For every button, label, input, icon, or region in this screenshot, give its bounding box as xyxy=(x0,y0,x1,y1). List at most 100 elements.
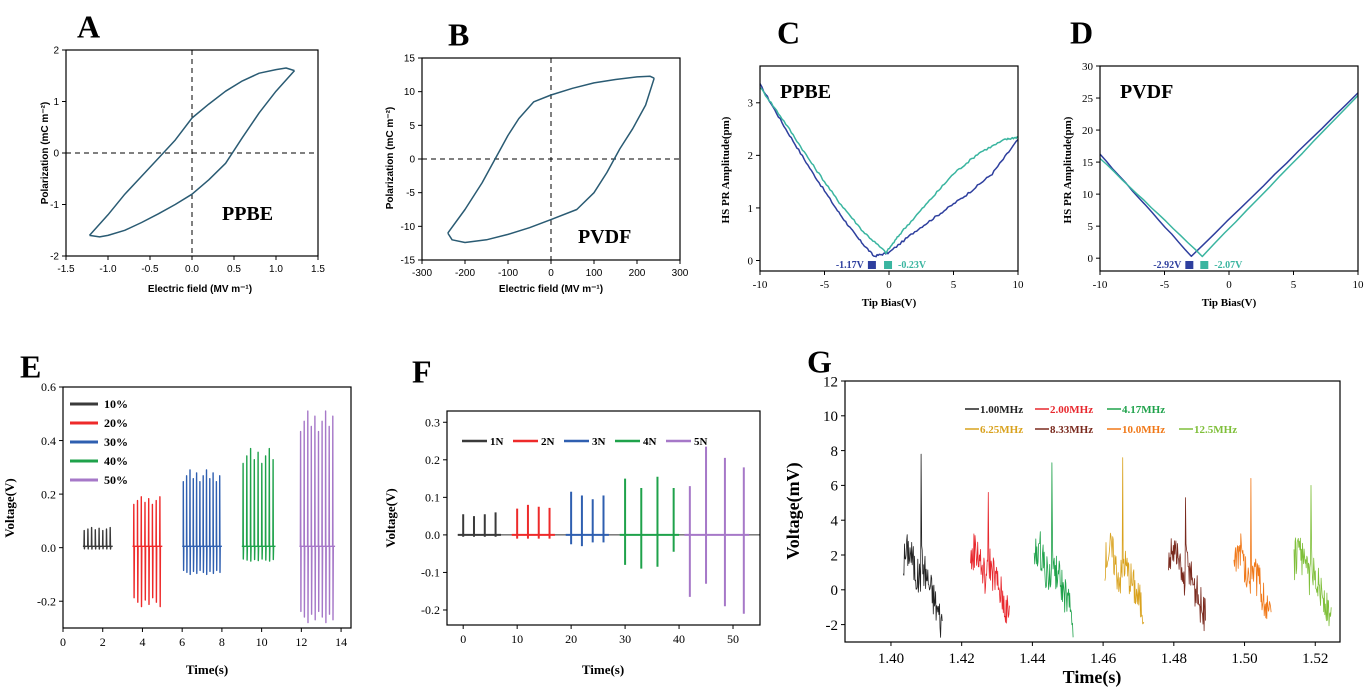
legend-label: 3N xyxy=(592,436,606,448)
y-tick-label: 25 xyxy=(1082,93,1094,105)
y-axis-label: HS PR Amplitude(pm) xyxy=(1062,116,1074,223)
legend-label: 40% xyxy=(104,454,128,468)
y-tick-label: 30 xyxy=(1082,61,1094,73)
x-tick-label: 0 xyxy=(460,632,466,646)
legend-label: 4N xyxy=(643,436,657,448)
y-tick-label: 2 xyxy=(53,46,59,57)
traces: -1.17V -0.23V xyxy=(759,83,1019,271)
pulse-train-3 xyxy=(241,447,276,562)
y-tick-label: 0.0 xyxy=(41,541,56,555)
x-tick-label: -100 xyxy=(498,268,518,279)
amplitude-curve-1 xyxy=(759,87,1019,255)
x-tick-label: 0.5 xyxy=(227,264,241,275)
panel-b: B -300 -200 -100 0 100 200 300 -15 -10 -5 0 5 10 15 Ele… xyxy=(385,16,689,295)
panel-c: C -1.17V -0.23V -10 -5 0 5 10 0 1 2 3 Tip Bias(V) HS … xyxy=(720,14,1024,309)
y-tick-label: 0.3 xyxy=(425,415,440,429)
x-tick-label: 100 xyxy=(586,268,603,279)
x-tick-label: 2 xyxy=(100,635,106,649)
legend-label: 1N xyxy=(490,436,504,448)
panel-e: E 0 2 4 6 8 10 12 14 -0.2 0.0 0.2 0.4 0.6 Time(s) Volta… xyxy=(2,348,352,677)
x-tick-label: 1.5 xyxy=(311,264,325,275)
panel-letter: C xyxy=(777,14,800,50)
traces xyxy=(422,58,680,260)
pulse-train-1 xyxy=(132,496,163,608)
signal-burst-4 xyxy=(1168,497,1206,632)
panel-letter: B xyxy=(448,16,469,52)
panel-d: D -2.92V -2.07V -10 -5 0 5 10 0 5 10 15 20 25 30 Tip Bi… xyxy=(1062,14,1364,309)
legend-label: 20% xyxy=(104,416,128,430)
y-tick-label: 15 xyxy=(404,54,416,65)
signal-burst-0 xyxy=(902,453,943,638)
y-tick-label: 0.0 xyxy=(425,528,440,542)
x-tick-label: 8 xyxy=(219,635,225,649)
y-tick-label: 2 xyxy=(831,548,839,564)
y-tick-label: 5 xyxy=(1088,221,1094,233)
traces xyxy=(845,380,1340,638)
ticks: -300 -200 -100 0 100 200 300 -15 -10 -5 0 5 10 15 xyxy=(401,54,689,280)
x-tick-label: -5 xyxy=(1160,279,1170,291)
voltage-marker xyxy=(1200,261,1209,269)
legend-label: 2N xyxy=(541,436,555,448)
y-tick-label: 3 xyxy=(748,98,754,110)
x-tick-label: 10 xyxy=(1013,279,1025,291)
x-tick-label: 0 xyxy=(548,268,554,279)
plot-frame xyxy=(446,410,761,626)
loop-branch-1 xyxy=(89,70,296,238)
y-tick-label: -0.1 xyxy=(421,566,440,580)
x-tick-label: 300 xyxy=(672,268,689,279)
pulse-train-0 xyxy=(82,526,113,550)
x-tick-label: 6 xyxy=(179,635,185,649)
y-tick-label: 0.2 xyxy=(425,453,440,467)
amplitude-curve-0 xyxy=(759,83,1019,258)
traces: -2.92V -2.07V xyxy=(1099,92,1359,271)
legend-label: 2.00MHz xyxy=(1050,404,1093,416)
x-tick-label: -10 xyxy=(1093,279,1108,291)
x-tick-label: -1.5 xyxy=(57,264,75,275)
voltage-marker xyxy=(884,261,893,269)
signal-burst-2 xyxy=(1033,462,1074,638)
y-tick-label: 0 xyxy=(409,155,415,166)
y-tick-label: 1 xyxy=(748,203,754,215)
material-annotation: PPBE xyxy=(780,81,831,103)
x-tick-label: 1.42 xyxy=(949,651,975,667)
x-axis-label: Electric field (MV m⁻¹) xyxy=(499,284,603,295)
x-axis-label: Tip Bias(V) xyxy=(862,297,917,309)
y-tick-label: 10 xyxy=(1082,189,1094,201)
loop-branch-0 xyxy=(447,75,655,234)
voltage-marker-label: -0.23V xyxy=(898,260,927,271)
y-tick-label: -0.2 xyxy=(421,603,440,617)
x-tick-label: 30 xyxy=(619,632,631,646)
pulse-train-2 xyxy=(182,469,222,576)
x-tick-label: 0 xyxy=(60,635,66,649)
panel-letter: A xyxy=(77,8,100,44)
voltage-marker xyxy=(867,261,876,269)
panel-letter: E xyxy=(20,348,41,384)
ticks: 0 2 4 6 8 10 12 14 -0.2 0.0 0.2 0.4 0.6 xyxy=(37,380,347,649)
traces xyxy=(82,410,336,624)
y-tick-label: -2 xyxy=(50,252,59,263)
x-axis-label: Tip Bias(V) xyxy=(1202,297,1257,309)
y-tick-label: 5 xyxy=(409,121,415,132)
legend-label: 6.25MHz xyxy=(980,424,1023,436)
signal-burst-3 xyxy=(1104,457,1145,625)
y-tick-label: 0 xyxy=(1088,253,1094,265)
x-axis-label: Time(s) xyxy=(186,662,228,677)
y-tick-label: 2 xyxy=(748,150,754,162)
y-tick-label: 4 xyxy=(831,513,839,529)
x-tick-label: 14 xyxy=(335,635,347,649)
legend-label: 50% xyxy=(104,473,128,487)
x-tick-label: 1.48 xyxy=(1161,651,1187,667)
x-tick-label: 5 xyxy=(1291,279,1297,291)
y-axis-label: Polarization (mC m⁻²) xyxy=(385,107,396,210)
legend-label: 8.33MHz xyxy=(1050,424,1093,436)
voltage-marker-label: -1.17V xyxy=(836,260,865,271)
ticks: 0 10 20 30 40 50 -0.2 -0.1 0.0 0.1 0.2 0.3 xyxy=(421,415,739,646)
x-tick-label: 50 xyxy=(727,632,739,646)
x-tick-label: -200 xyxy=(455,268,475,279)
y-tick-label: 0.1 xyxy=(425,491,440,505)
x-axis-label: Time(s) xyxy=(1063,667,1122,688)
panel-f: F 0 10 20 30 40 50 -0.2 -0.1 0.0 0.1 0.2 0.3 Time(s) V… xyxy=(383,353,761,677)
y-axis-label: Polarization (mC m⁻²) xyxy=(40,102,51,205)
traces xyxy=(457,446,760,614)
